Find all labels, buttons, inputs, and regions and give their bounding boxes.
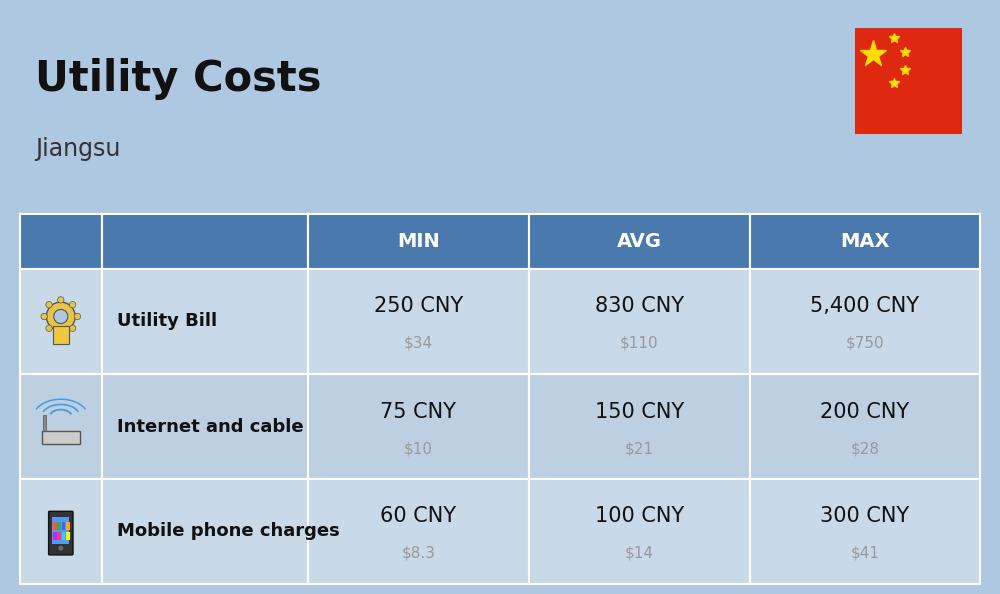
Bar <box>43 415 46 431</box>
Text: Utility Costs: Utility Costs <box>35 58 322 100</box>
Bar <box>102 479 308 584</box>
Text: 75 CNY: 75 CNY <box>380 402 456 422</box>
Text: $750: $750 <box>845 336 884 351</box>
Text: $10: $10 <box>404 441 433 456</box>
Circle shape <box>74 313 81 320</box>
Circle shape <box>69 302 76 308</box>
Text: $110: $110 <box>620 336 659 351</box>
Circle shape <box>69 325 76 331</box>
Bar <box>66 522 70 530</box>
Bar <box>20 374 102 479</box>
Text: 100 CNY: 100 CNY <box>595 507 684 526</box>
Text: 300 CNY: 300 CNY <box>820 507 909 526</box>
Text: AVG: AVG <box>617 232 662 251</box>
Bar <box>20 214 102 269</box>
Bar <box>42 431 80 444</box>
Text: 250 CNY: 250 CNY <box>374 296 463 317</box>
Bar <box>308 374 529 479</box>
Bar <box>529 374 750 479</box>
Bar <box>750 374 980 479</box>
Text: $8.3: $8.3 <box>401 546 435 561</box>
Text: $21: $21 <box>625 441 654 456</box>
Circle shape <box>58 545 63 551</box>
Bar <box>308 214 529 269</box>
Text: 830 CNY: 830 CNY <box>595 296 684 317</box>
Text: $14: $14 <box>625 546 654 561</box>
Text: Internet and cable: Internet and cable <box>117 418 303 435</box>
Bar <box>308 479 529 584</box>
Bar <box>308 269 529 374</box>
Circle shape <box>46 302 75 331</box>
Text: Mobile phone charges: Mobile phone charges <box>117 523 339 541</box>
Bar <box>53 532 57 540</box>
Text: 150 CNY: 150 CNY <box>595 402 684 422</box>
Bar <box>102 374 308 479</box>
Bar <box>20 269 102 374</box>
Bar <box>57 532 61 540</box>
Circle shape <box>41 313 47 320</box>
Bar <box>20 479 102 584</box>
Bar <box>57 522 61 530</box>
FancyBboxPatch shape <box>49 511 73 555</box>
Circle shape <box>58 296 64 303</box>
Text: $41: $41 <box>850 546 879 561</box>
Circle shape <box>46 325 52 331</box>
Bar <box>66 532 70 540</box>
Text: 60 CNY: 60 CNY <box>380 507 456 526</box>
Text: Jiangsu: Jiangsu <box>35 137 120 161</box>
Text: $34: $34 <box>404 336 433 351</box>
Bar <box>529 214 750 269</box>
Text: MAX: MAX <box>840 232 890 251</box>
Text: Utility Bill: Utility Bill <box>117 312 217 330</box>
Text: $28: $28 <box>850 441 879 456</box>
Bar <box>750 214 980 269</box>
Text: 5,400 CNY: 5,400 CNY <box>810 296 919 317</box>
Bar <box>529 269 750 374</box>
Bar <box>102 214 308 269</box>
Bar <box>102 269 308 374</box>
Circle shape <box>54 309 68 324</box>
Bar <box>529 479 750 584</box>
Bar <box>52 517 69 544</box>
Bar <box>62 522 65 530</box>
Text: 200 CNY: 200 CNY <box>820 402 909 422</box>
Circle shape <box>58 330 64 336</box>
Bar <box>62 532 65 540</box>
Text: MIN: MIN <box>397 232 440 251</box>
Bar <box>53 326 69 344</box>
Circle shape <box>46 302 52 308</box>
Bar <box>53 522 57 530</box>
Bar <box>750 269 980 374</box>
Bar <box>750 479 980 584</box>
